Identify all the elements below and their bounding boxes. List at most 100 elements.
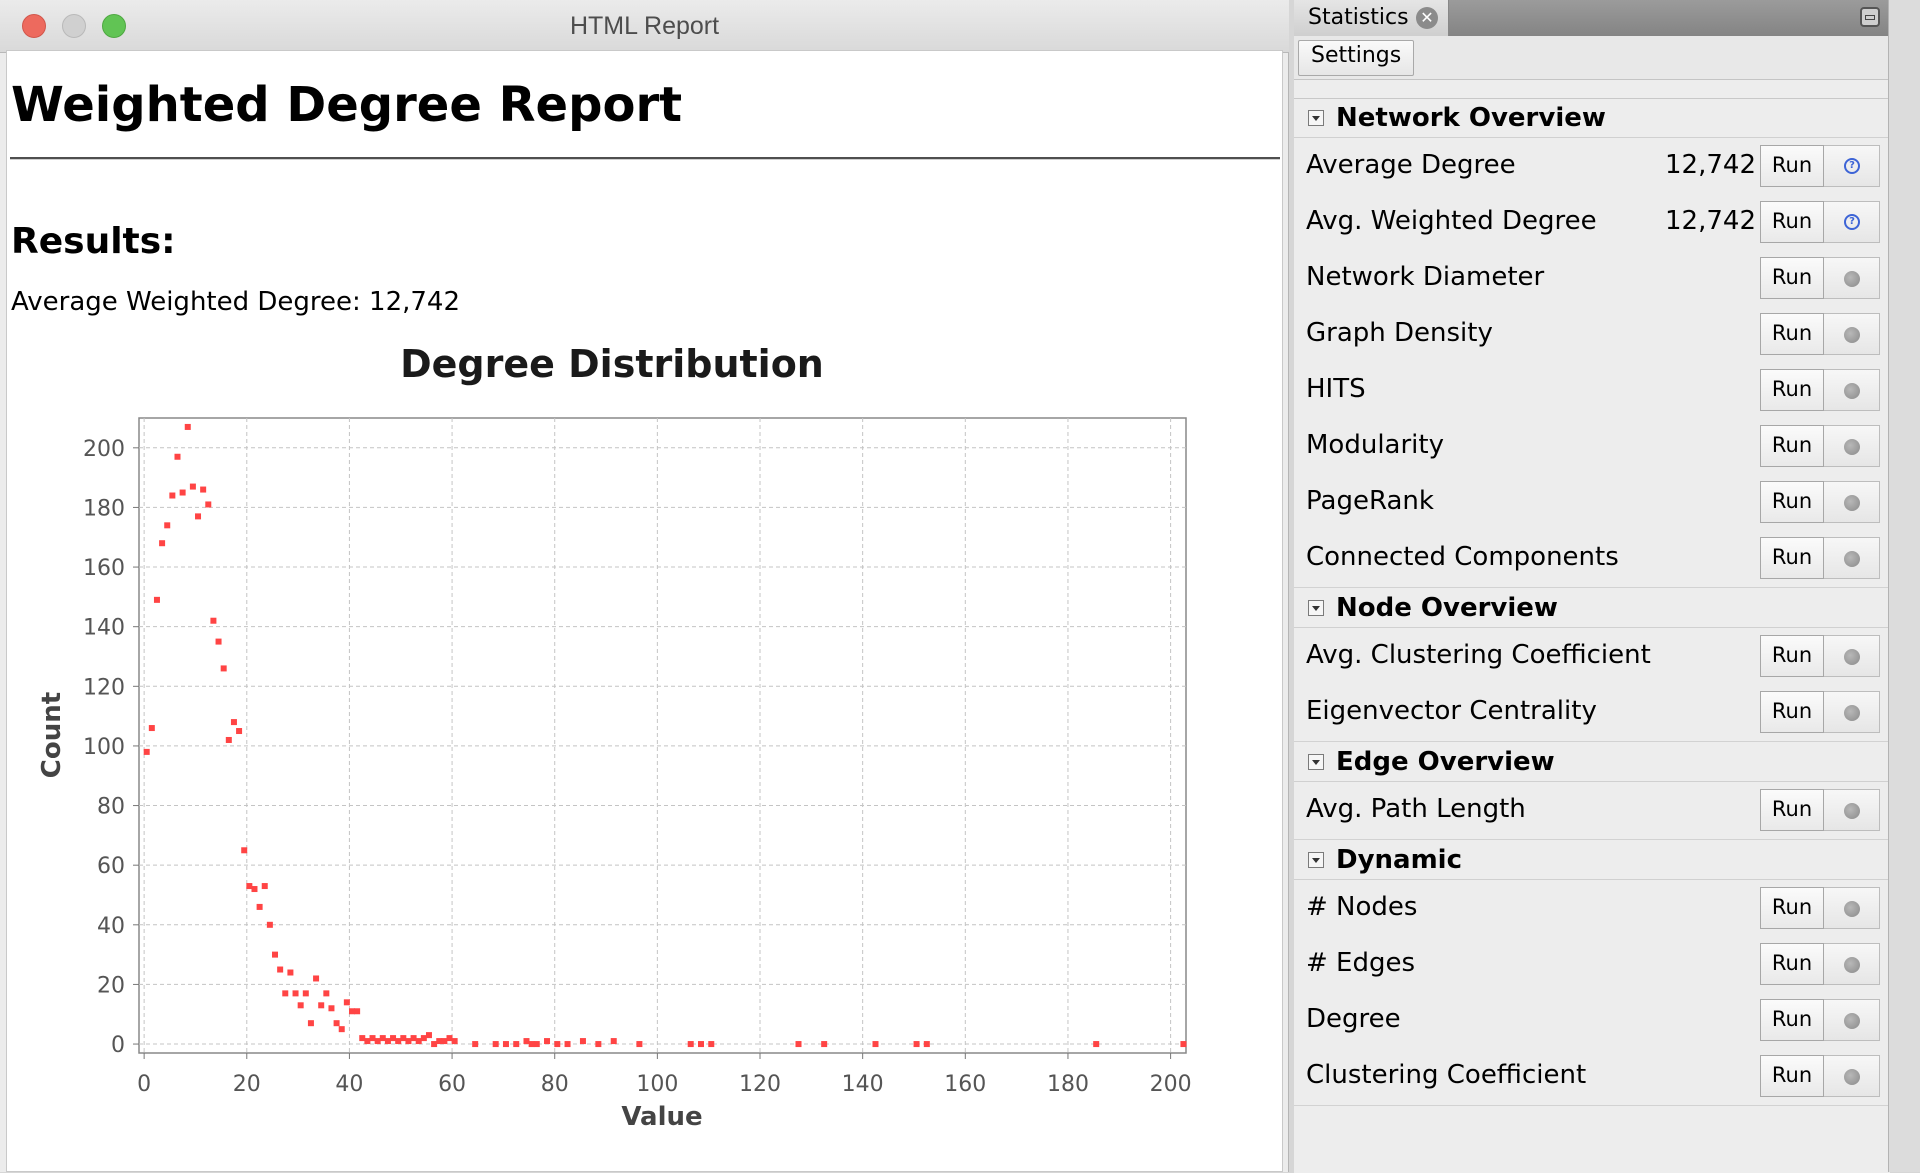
data-point <box>595 1041 602 1048</box>
status-dot-icon <box>1844 551 1860 567</box>
status-dot-icon <box>1844 495 1860 511</box>
data-point <box>153 596 160 603</box>
status-dot-icon <box>1844 271 1860 287</box>
x-tick-label: 40 <box>335 1072 363 1097</box>
run-button[interactable]: Run <box>1760 943 1824 985</box>
stat-row: Avg. Path Length Run <box>1294 783 1890 840</box>
y-tick-label: 160 <box>83 556 125 581</box>
data-point <box>297 1002 304 1009</box>
run-button[interactable]: Run <box>1760 313 1824 355</box>
window-titlebar[interactable]: HTML Report <box>0 0 1289 53</box>
data-point <box>292 990 299 997</box>
stat-label: # Edges <box>1306 948 1416 978</box>
run-button[interactable]: Run <box>1760 887 1824 929</box>
status-indicator <box>1824 257 1880 299</box>
window-title: HTML Report <box>569 12 720 40</box>
settings-button[interactable]: Settings <box>1298 40 1415 76</box>
y-tick-label: 100 <box>83 735 125 760</box>
report-help-button[interactable]: ? <box>1824 145 1880 187</box>
section-header[interactable]: Edge Overview <box>1294 743 1890 782</box>
status-dot-icon <box>1844 803 1860 819</box>
section-title: Node Overview <box>1336 593 1558 623</box>
degree-distribution-chart: Degree Distribution 0 20 40 60 80 100 120 140 16… <box>37 342 1192 1132</box>
section-header[interactable]: Node Overview <box>1294 589 1890 628</box>
x-tick-label: 140 <box>842 1072 884 1097</box>
report-title: Weighted Degree Report <box>11 77 683 133</box>
section-header[interactable]: Network Overview <box>1294 99 1890 138</box>
collapse-toggle-icon[interactable] <box>1308 852 1324 868</box>
stat-label: Network Diameter <box>1306 262 1545 292</box>
data-point <box>195 513 202 520</box>
run-button[interactable]: Run <box>1760 789 1824 831</box>
data-point <box>230 719 237 726</box>
y-tick-label: 0 <box>111 1033 125 1058</box>
run-button[interactable]: Run <box>1760 201 1824 243</box>
data-point <box>379 1035 386 1042</box>
report-help-button[interactable]: ? <box>1824 201 1880 243</box>
minimize-window-button[interactable] <box>62 14 86 38</box>
stat-label: # Nodes <box>1306 892 1418 922</box>
x-tick-label: 60 <box>438 1072 466 1097</box>
stat-label: Graph Density <box>1306 318 1493 348</box>
settings-toolbar: Settings <box>1294 36 1890 80</box>
data-point <box>210 617 217 624</box>
data-point <box>405 1038 412 1045</box>
stat-row: Network Diameter Run <box>1294 251 1890 307</box>
section-header[interactable]: Dynamic <box>1294 841 1890 880</box>
axis-ticks: 0 20 40 60 80 100 120 140 160 180 200 0 20 40 60 80 100 1… <box>83 437 1192 1097</box>
status-dot-icon <box>1844 901 1860 917</box>
status-indicator <box>1824 313 1880 355</box>
run-button[interactable]: Run <box>1760 1055 1824 1097</box>
tab-statistics-label: Statistics <box>1308 5 1409 30</box>
stat-row: # Nodes Run <box>1294 881 1890 937</box>
tab-statistics[interactable]: Statistics ✕ <box>1294 0 1449 36</box>
data-points <box>143 423 1187 1048</box>
y-tick-label: 20 <box>97 973 125 998</box>
collapse-toggle-icon[interactable] <box>1308 110 1324 126</box>
y-tick-label: 200 <box>83 437 125 462</box>
run-button[interactable]: Run <box>1760 257 1824 299</box>
statistics-panel: Statistics ✕ Settings Network Overview Av… <box>1294 0 1890 1173</box>
panel-scroll-gutter <box>1888 0 1920 1172</box>
run-button[interactable]: Run <box>1760 145 1824 187</box>
close-window-button[interactable] <box>22 14 46 38</box>
data-point <box>923 1041 930 1048</box>
stat-label: Eigenvector Centrality <box>1306 696 1597 726</box>
data-point <box>472 1041 479 1048</box>
status-dot-icon <box>1844 705 1860 721</box>
maximize-window-button[interactable] <box>102 14 126 38</box>
status-indicator <box>1824 425 1880 467</box>
run-button[interactable]: Run <box>1760 537 1824 579</box>
data-point <box>272 951 279 958</box>
run-button[interactable]: Run <box>1760 425 1824 467</box>
restore-window-icon[interactable] <box>1860 7 1880 27</box>
stat-label: Connected Components <box>1306 542 1619 572</box>
close-tab-icon[interactable]: ✕ <box>1416 7 1438 29</box>
x-tick-label: 120 <box>739 1072 781 1097</box>
data-point <box>513 1041 520 1048</box>
run-button[interactable]: Run <box>1760 481 1824 523</box>
data-point <box>492 1041 499 1048</box>
data-point <box>200 486 207 493</box>
data-point <box>364 1038 371 1045</box>
y-tick-label: 60 <box>97 854 125 879</box>
run-button[interactable]: Run <box>1760 999 1824 1041</box>
run-button[interactable]: Run <box>1760 635 1824 677</box>
data-point <box>169 492 176 499</box>
data-point <box>528 1041 535 1048</box>
plot-area <box>138 417 1187 1054</box>
data-point <box>821 1041 828 1048</box>
data-point <box>251 886 258 893</box>
stat-row: Clustering Coefficient Run <box>1294 1049 1890 1106</box>
data-point <box>384 1038 391 1045</box>
collapse-toggle-icon[interactable] <box>1308 600 1324 616</box>
collapse-toggle-icon[interactable] <box>1308 754 1324 770</box>
status-dot-icon <box>1844 383 1860 399</box>
run-button[interactable]: Run <box>1760 369 1824 411</box>
data-point <box>343 999 350 1006</box>
data-point <box>287 969 294 976</box>
data-point <box>215 638 222 645</box>
data-point <box>697 1041 704 1048</box>
run-button[interactable]: Run <box>1760 691 1824 733</box>
data-point <box>246 883 253 890</box>
